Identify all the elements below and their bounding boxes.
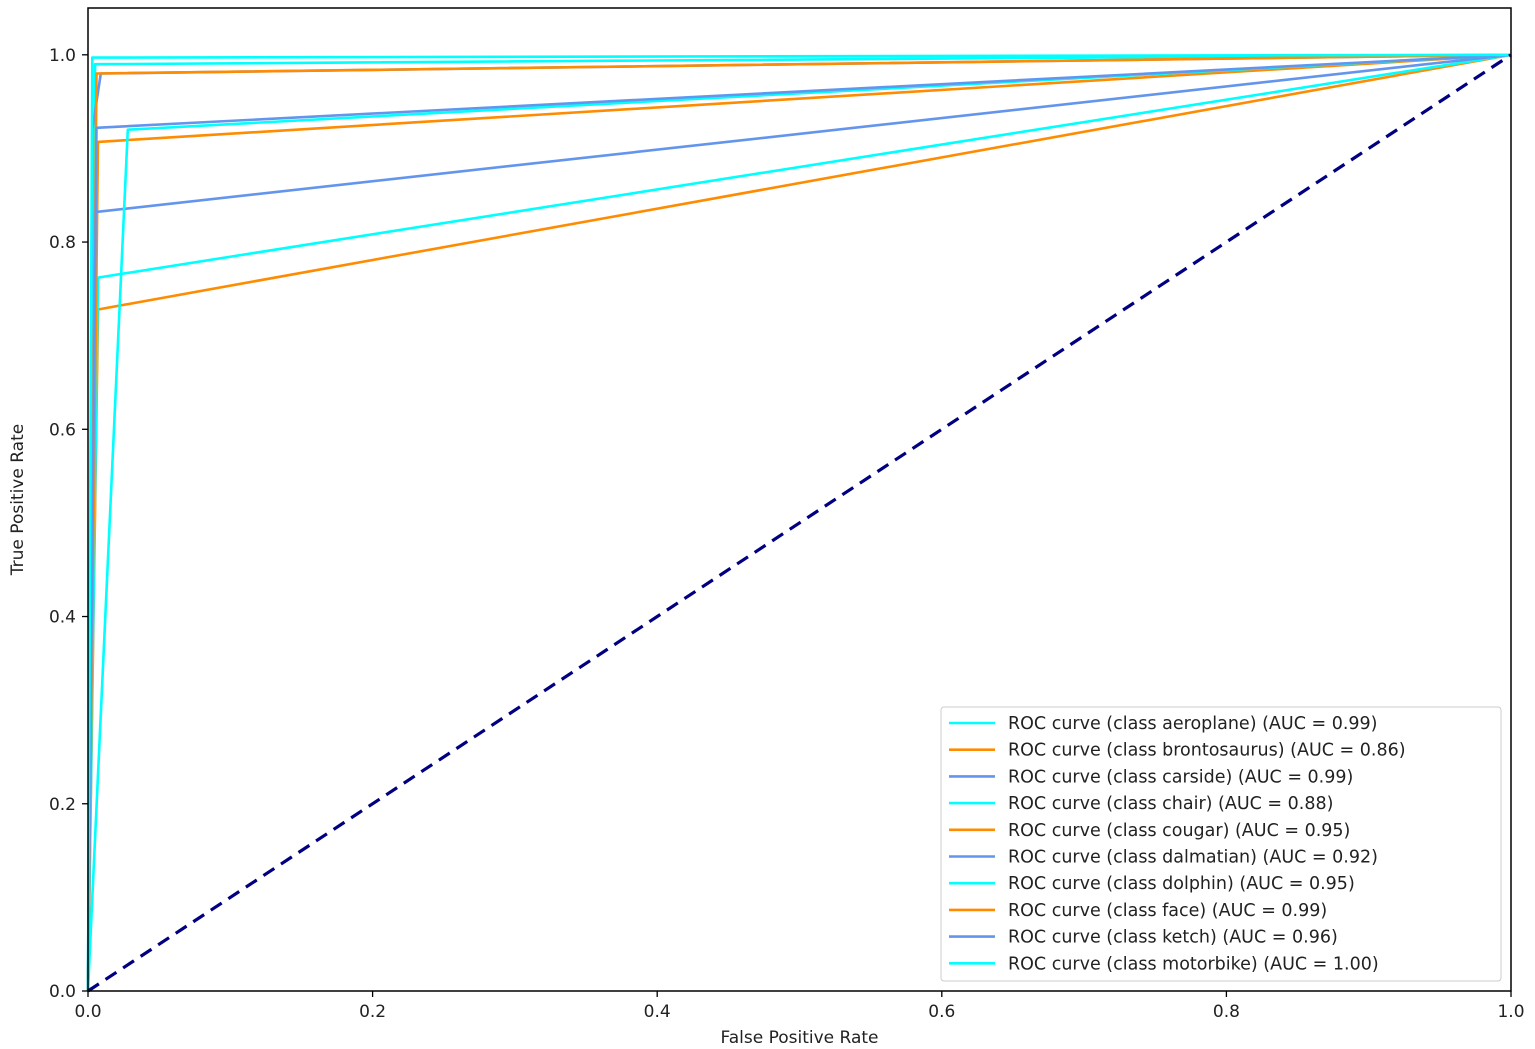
legend-entries: ROC curve (class aeroplane) (AUC = 0.99)… xyxy=(949,714,1406,974)
y-tick-label: 1.0 xyxy=(49,46,76,66)
x-tick-label: 0.0 xyxy=(74,1002,101,1022)
y-tick-label: 0.0 xyxy=(49,982,76,1002)
y-tick-label: 0.4 xyxy=(49,608,76,628)
y-tick-label: 0.6 xyxy=(49,420,76,440)
x-tick-label: 0.6 xyxy=(928,1002,955,1022)
legend-label: ROC curve (class aeroplane) (AUC = 0.99) xyxy=(1008,714,1378,734)
y-tick-label: 0.8 xyxy=(49,233,76,253)
legend-label: ROC curve (class carside) (AUC = 0.99) xyxy=(1008,767,1353,787)
legend-label: ROC curve (class ketch) (AUC = 0.96) xyxy=(1008,928,1338,948)
legend-label: ROC curve (class dalmatian) (AUC = 0.92) xyxy=(1008,848,1378,868)
roc-series-line-8 xyxy=(86,53,1512,992)
roc-series-line-9 xyxy=(86,53,1512,992)
legend-box xyxy=(940,706,1502,982)
x-axis-label: False Positive Rate xyxy=(721,1028,879,1048)
legend: ROC curve (class aeroplane) (AUC = 0.99)… xyxy=(940,706,1502,982)
legend-label: ROC curve (class cougar) (AUC = 0.95) xyxy=(1008,821,1350,841)
legend-label: ROC curve (class brontosaurus) (AUC = 0.… xyxy=(1008,741,1406,761)
legend-label: ROC curve (class motorbike) (AUC = 1.00) xyxy=(1008,954,1379,974)
ticks-layer: 0.0 0.2 0.4 0.6 0.8 1.0 0.0 0.2 0.4 0.6 0.8 1.0 xyxy=(49,46,1525,1022)
series-layer xyxy=(86,53,1512,992)
x-tick-label: 0.4 xyxy=(644,1002,671,1022)
chance-diagonal-line xyxy=(87,53,1512,993)
y-axis-label: True Positive Rate xyxy=(8,424,28,576)
x-tick-label: 0.8 xyxy=(1213,1002,1240,1022)
legend-label: ROC curve (class dolphin) (AUC = 0.95) xyxy=(1008,874,1355,894)
x-tick-label: 1.0 xyxy=(1497,1002,1524,1022)
reference-layer xyxy=(87,53,1512,993)
plot-frame xyxy=(87,7,1512,992)
x-tick-label: 0.2 xyxy=(359,1002,386,1022)
legend-label: ROC curve (class face) (AUC = 0.99) xyxy=(1008,901,1327,921)
y-tick-label: 0.2 xyxy=(49,795,76,815)
legend-label: ROC curve (class chair) (AUC = 0.88) xyxy=(1008,794,1333,814)
